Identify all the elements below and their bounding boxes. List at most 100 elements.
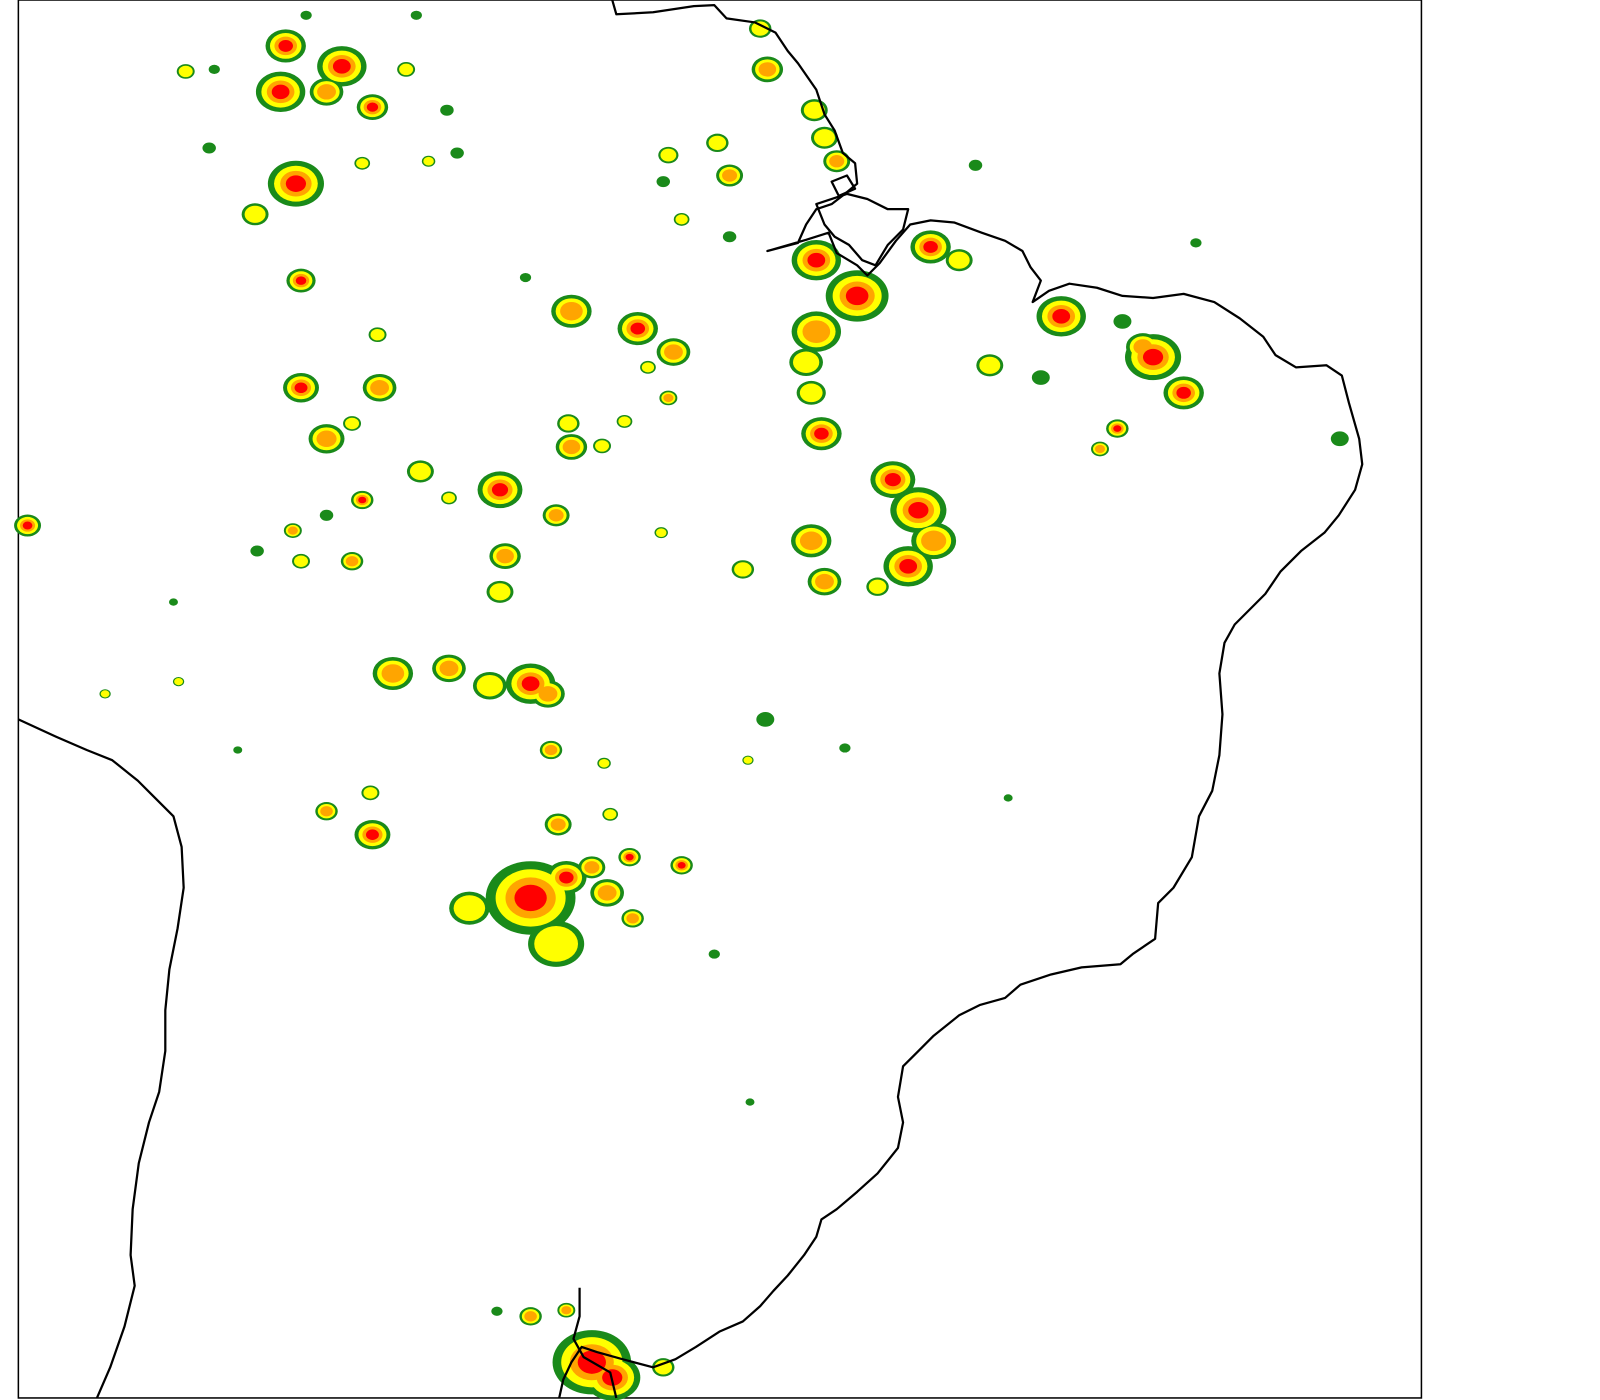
coastline [17, 718, 185, 1399]
rain-area-heavy [1094, 444, 1106, 454]
rain-area-heavy [560, 301, 583, 321]
rain-area-intense [1142, 348, 1164, 366]
rain-area-heavy [921, 530, 947, 552]
rain-area-intense [845, 286, 869, 306]
rain-area-moderate [868, 579, 887, 594]
rain-area-moderate [409, 462, 431, 481]
rain-area-light [440, 104, 454, 116]
rain-area-light [1190, 238, 1202, 248]
rain-area-intense [332, 59, 351, 74]
rain-area-moderate [476, 674, 503, 697]
rain-area-moderate [453, 895, 486, 922]
rain-area-heavy [550, 818, 566, 831]
rain-area-intense [884, 472, 901, 487]
rain-area-moderate [595, 440, 610, 452]
rain-area-light [319, 509, 334, 521]
rain-area-intense [899, 559, 918, 574]
rain-area-moderate [174, 678, 183, 686]
rain-area-moderate [792, 351, 820, 373]
rain-area-heavy [722, 169, 738, 182]
rain-area-moderate [734, 562, 752, 577]
rain-area-moderate [751, 21, 769, 36]
rain-area-intense [1176, 386, 1191, 399]
rain-area-moderate [655, 528, 667, 537]
rain-area-moderate [534, 925, 579, 962]
rain-area-intense [923, 240, 938, 253]
rain-area-moderate [813, 129, 835, 147]
rain-area-light [756, 712, 775, 727]
rain-area-intense [559, 871, 574, 884]
rain-area-heavy [626, 913, 639, 924]
rain-area-intense [285, 175, 307, 192]
rain-area-moderate [799, 383, 823, 403]
rain-area-moderate [559, 416, 578, 431]
rain-area-heavy [562, 439, 581, 455]
rain-area-moderate [100, 690, 110, 698]
rain-area-heavy [524, 1311, 537, 1322]
rain-area-intense [358, 496, 367, 504]
rain-area-intense [625, 853, 634, 861]
rain-area-heavy [597, 885, 617, 901]
rain-area-light [968, 159, 983, 171]
rain-area-light [1113, 314, 1132, 329]
rain-area-heavy [320, 806, 333, 817]
rain-area-intense [1052, 309, 1071, 324]
rain-area-moderate [363, 787, 378, 799]
rain-area-light [450, 147, 464, 159]
rain-area-heavy [584, 861, 600, 874]
rain-area-heavy [548, 509, 564, 522]
rain-area-light [202, 142, 216, 154]
rain-area-moderate [356, 158, 369, 169]
rain-area-moderate [979, 356, 1001, 374]
rain-area-intense [630, 322, 646, 335]
river-border [572, 1287, 618, 1399]
precipitation-layer [14, 10, 1349, 1400]
rain-area-moderate [370, 328, 385, 341]
rain-area-heavy [815, 573, 834, 590]
rain-area-light [250, 545, 264, 557]
rain-area-light [300, 10, 312, 20]
rain-area-moderate [178, 65, 193, 78]
rain-area-light [722, 231, 737, 243]
rain-area-light [708, 949, 720, 959]
rain-area-heavy [287, 526, 298, 535]
rain-area-heavy [802, 320, 831, 343]
rain-area-light [410, 10, 422, 20]
rain-area-heavy [317, 84, 336, 100]
rain-area-light [1031, 370, 1050, 385]
rain-area-intense [908, 501, 929, 519]
rain-area-intense [365, 829, 379, 840]
rain-area-light [519, 272, 532, 283]
rain-area-intense [814, 427, 829, 440]
rain-area-moderate [618, 416, 631, 427]
rain-area-intense [491, 483, 509, 497]
rain-area-intense [295, 276, 307, 285]
rain-area-heavy [496, 548, 514, 564]
rain-area-light [745, 1098, 755, 1106]
map-frame [17, 0, 1423, 1399]
rain-area-moderate [598, 758, 610, 768]
island [830, 174, 857, 198]
rain-area-moderate [660, 148, 677, 162]
rain-area-heavy [538, 686, 558, 702]
rain-area-intense [521, 676, 540, 691]
rain-area-heavy [663, 393, 674, 403]
rain-area-heavy [799, 531, 823, 551]
rain-area-moderate [489, 583, 511, 601]
rain-area-moderate [641, 362, 655, 373]
rain-area-moderate [948, 251, 970, 269]
rain-area-heavy [370, 380, 390, 396]
rain-area-light [208, 64, 220, 74]
rain-area-moderate [399, 63, 414, 76]
rain-area-light [491, 1306, 503, 1316]
rain-area-moderate [675, 214, 688, 225]
rain-area-intense [366, 102, 379, 112]
rain-area-light [839, 743, 851, 753]
rain-area-heavy [544, 744, 558, 756]
rain-area-heavy [316, 430, 337, 448]
rain-area-moderate [604, 809, 617, 820]
rain-area-heavy [829, 155, 845, 168]
rain-area-intense [1113, 425, 1122, 432]
rain-area-moderate [244, 205, 266, 223]
